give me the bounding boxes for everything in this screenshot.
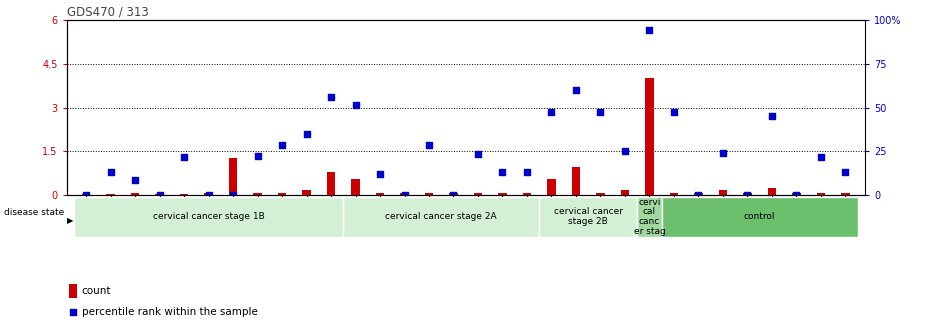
Bar: [68, 284, 78, 298]
Point: [275, 143, 290, 148]
Bar: [130, 194, 140, 195]
Point: [520, 169, 535, 174]
Bar: [637, 197, 661, 237]
Bar: [743, 194, 752, 195]
Point: [177, 154, 191, 160]
Text: cervi
cal
canc
er stag: cervi cal canc er stag: [634, 198, 665, 236]
Point: [569, 87, 584, 93]
Bar: [719, 190, 727, 195]
Point: [544, 109, 559, 115]
Point: [79, 192, 93, 198]
Bar: [841, 194, 849, 195]
Point: [471, 152, 486, 157]
Point: [422, 143, 437, 148]
Bar: [155, 194, 164, 195]
Bar: [343, 197, 539, 237]
Bar: [694, 194, 703, 195]
Text: count: count: [81, 286, 111, 296]
Point: [250, 153, 265, 158]
Bar: [204, 194, 213, 195]
Point: [740, 192, 755, 198]
Bar: [548, 179, 556, 195]
Bar: [523, 194, 531, 195]
Bar: [106, 194, 115, 195]
Point: [397, 192, 412, 198]
Bar: [74, 197, 343, 237]
Bar: [661, 197, 857, 237]
Point: [593, 109, 608, 115]
Bar: [768, 187, 776, 195]
Point: [813, 154, 828, 160]
Point: [128, 178, 142, 183]
Bar: [621, 190, 629, 195]
Bar: [596, 193, 605, 195]
Point: [446, 192, 461, 198]
Point: [202, 192, 216, 198]
Bar: [401, 194, 409, 195]
Bar: [253, 194, 262, 195]
Bar: [302, 190, 311, 195]
Bar: [499, 194, 507, 195]
Point: [348, 102, 363, 107]
Point: [324, 95, 339, 100]
Bar: [352, 179, 360, 195]
Bar: [425, 194, 433, 195]
Point: [350, 199, 364, 204]
Point: [691, 192, 706, 198]
Text: disease state: disease state: [5, 208, 65, 217]
Text: cervical cancer
stage 2B: cervical cancer stage 2B: [554, 207, 623, 226]
Point: [642, 28, 657, 33]
Text: cervical cancer stage 1B: cervical cancer stage 1B: [153, 212, 265, 221]
Bar: [179, 194, 189, 195]
Bar: [450, 194, 458, 195]
Point: [789, 192, 804, 198]
Bar: [645, 78, 654, 195]
Bar: [572, 167, 580, 195]
Text: cervical cancer stage 2A: cervical cancer stage 2A: [386, 212, 497, 221]
Bar: [278, 193, 287, 195]
Text: GDS470 / 313: GDS470 / 313: [67, 6, 148, 19]
Bar: [539, 197, 637, 237]
Point: [764, 114, 779, 119]
Bar: [376, 194, 384, 195]
Point: [153, 192, 167, 198]
Bar: [82, 194, 91, 195]
Bar: [670, 194, 678, 195]
Point: [838, 169, 853, 174]
Text: percentile rank within the sample: percentile rank within the sample: [81, 307, 258, 317]
Point: [226, 192, 240, 198]
Bar: [792, 194, 801, 195]
Point: [373, 172, 388, 177]
Text: control: control: [744, 212, 775, 221]
Bar: [474, 194, 482, 195]
Point: [104, 169, 118, 174]
Bar: [228, 158, 238, 195]
Bar: [817, 194, 825, 195]
Point: [299, 131, 314, 136]
Point: [667, 109, 682, 115]
Point: [495, 169, 510, 174]
Text: ▶: ▶: [67, 216, 73, 225]
Point: [715, 150, 730, 155]
Point: [618, 149, 633, 154]
Bar: [327, 172, 336, 195]
